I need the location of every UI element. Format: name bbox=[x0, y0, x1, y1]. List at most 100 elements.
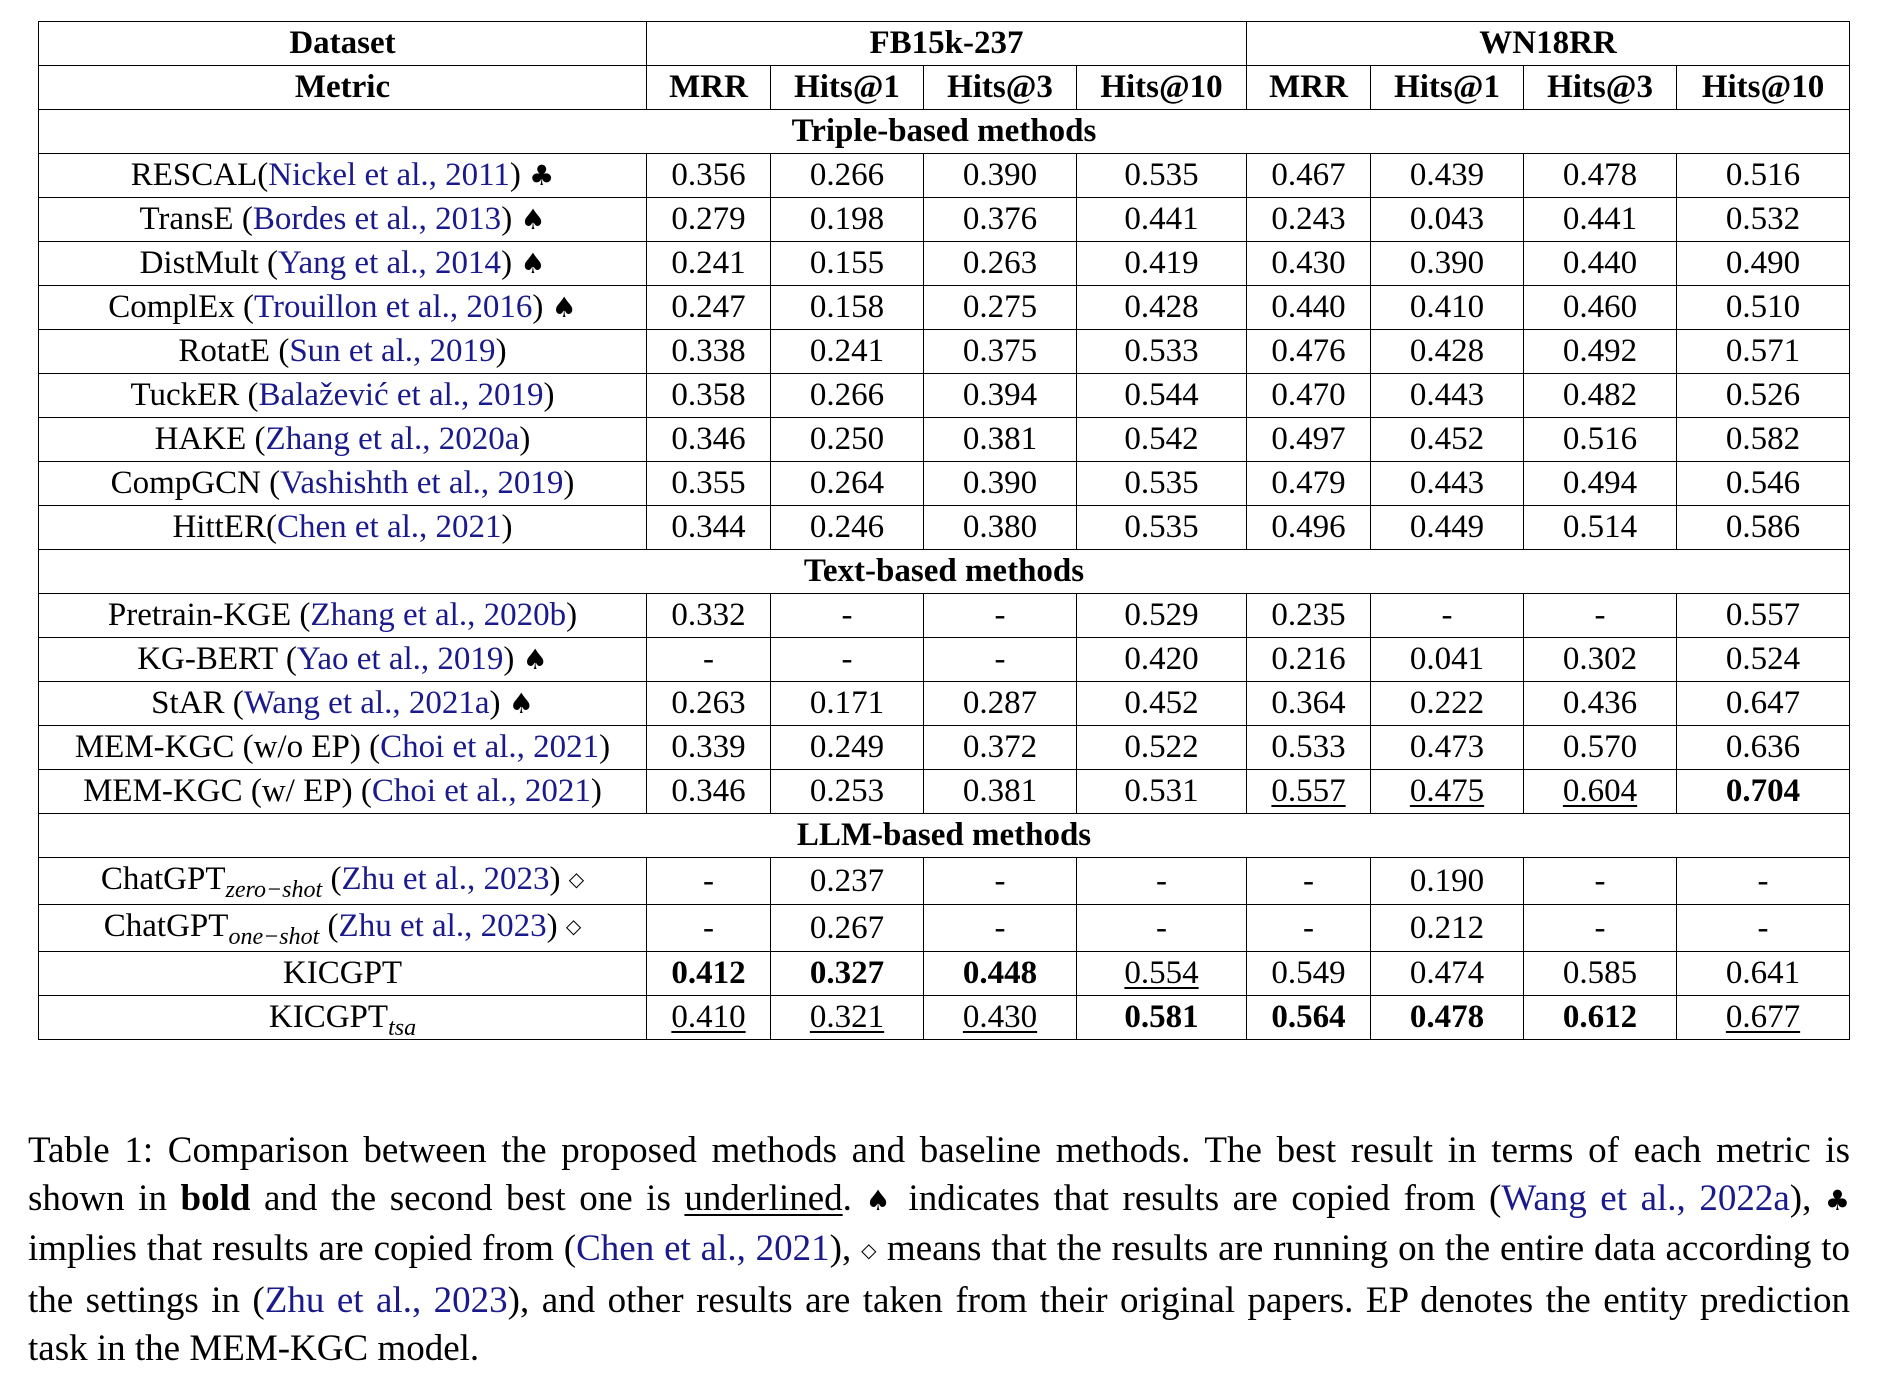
metric-value-cell: 0.430 bbox=[923, 995, 1077, 1040]
metric-value: 0.171 bbox=[809, 685, 885, 721]
metric-value-cell: - bbox=[923, 637, 1077, 682]
method-name-cell: ChatGPTzero−shot (Zhu et al., 2023) ◇ bbox=[38, 857, 647, 905]
method-name-cell: ChatGPTone−shot (Zhu et al., 2023) ◇ bbox=[38, 904, 647, 952]
metric-header-row: Metric MRR Hits@1 Hits@3 Hits@10 MRR Hit… bbox=[38, 65, 1851, 110]
metric-value: 0.267 bbox=[809, 909, 885, 946]
metric-header: Hits@3 bbox=[1523, 65, 1678, 110]
method-name: StAR ( bbox=[151, 685, 244, 721]
citation-link[interactable]: Choi et al., 2021 bbox=[380, 729, 600, 765]
metric-label: Metric bbox=[38, 65, 647, 110]
citation-link[interactable]: Chen et al., 2021 bbox=[276, 509, 502, 545]
citation-link[interactable]: Zhu et al., 2023 bbox=[341, 861, 550, 897]
method-name-cell: CompGCN (Vashishth et al., 2019) bbox=[38, 461, 647, 506]
metric-value: 0.473 bbox=[1409, 729, 1485, 765]
citation-link[interactable]: Yang et al., 2014 bbox=[278, 245, 502, 281]
metric-value-cell: 0.516 bbox=[1676, 153, 1851, 198]
metric-value: 0.441 bbox=[1562, 201, 1638, 237]
citation-link[interactable]: Choi et al., 2021 bbox=[371, 773, 591, 809]
metric-value: - bbox=[1156, 862, 1167, 899]
metric-value-cell: 0.190 bbox=[1370, 857, 1525, 905]
metric-value-cell: 0.535 bbox=[1075, 153, 1248, 198]
section-header-row: LLM-based methods bbox=[37, 813, 1851, 858]
metric-value-cell: 0.475 bbox=[1370, 769, 1525, 814]
metric-value-cell: 0.390 bbox=[923, 461, 1077, 506]
metric-value-cell: - bbox=[1246, 904, 1372, 952]
metric-value-cell: 0.246 bbox=[770, 505, 924, 550]
metric-value: 0.546 bbox=[1725, 465, 1801, 501]
metric-value: 0.479 bbox=[1271, 465, 1346, 501]
method-name-cell: StAR (Wang et al., 2021a) ♠ bbox=[38, 681, 647, 726]
metric-value-cell: 0.412 bbox=[646, 951, 771, 996]
citation-link[interactable]: Zhu et al., 2023 bbox=[264, 1280, 508, 1321]
metric-value: 0.420 bbox=[1124, 641, 1199, 677]
method-name: TuckER ( bbox=[130, 377, 259, 413]
metric-value: 0.526 bbox=[1725, 377, 1801, 413]
metric-value-cell: 0.546 bbox=[1676, 461, 1851, 506]
spade-icon: ♠ bbox=[520, 203, 546, 236]
metric-value-cell: 0.582 bbox=[1676, 417, 1851, 462]
metric-value-cell: 0.585 bbox=[1523, 951, 1678, 996]
citation-link[interactable]: Yao et al., 2019 bbox=[296, 641, 504, 677]
metric-value-cell: 0.478 bbox=[1523, 153, 1678, 198]
metric-value: 0.266 bbox=[809, 377, 885, 413]
method-name: RESCAL( bbox=[130, 157, 269, 193]
citation-link[interactable]: Sun et al., 2019 bbox=[289, 333, 496, 369]
method-name: KG-BERT ( bbox=[137, 641, 297, 677]
metric-value: 0.428 bbox=[1124, 289, 1199, 325]
citation-link[interactable]: Wang et al., 2022a bbox=[1501, 1178, 1790, 1219]
metric-value: 0.516 bbox=[1562, 421, 1638, 457]
method-paren: ) bbox=[501, 509, 513, 545]
metric-value-cell: 0.529 bbox=[1075, 593, 1248, 638]
method-row: StAR (Wang et al., 2021a) ♠ 0.263 0.171 0.2… bbox=[38, 681, 1851, 726]
metric-value-cell: 0.237 bbox=[770, 857, 924, 905]
metric-value: 0.677 bbox=[1725, 999, 1801, 1035]
caption-text: ), bbox=[1789, 1178, 1825, 1219]
method-subscript: zero−shot bbox=[225, 877, 323, 903]
section-title: Text-based methods bbox=[37, 549, 1851, 594]
metric-value-cell: 0.510 bbox=[1676, 285, 1851, 330]
metric-value: - bbox=[1594, 909, 1606, 946]
metric-value: - bbox=[1757, 909, 1769, 946]
metric-value-cell: 0.241 bbox=[770, 329, 924, 374]
citation-link[interactable]: Zhang et al., 2020a bbox=[265, 421, 520, 457]
method-row: Pretrain-KGE (Zhang et al., 2020b) 0.332 -… bbox=[38, 593, 1851, 638]
citation-link[interactable]: Wang et al., 2021a bbox=[243, 685, 490, 721]
metric-value-cell: 0.410 bbox=[1370, 285, 1525, 330]
metric-value: 0.263 bbox=[671, 685, 746, 721]
metric-value: 0.612 bbox=[1562, 999, 1638, 1035]
citation-link[interactable]: Nickel et al., 2011 bbox=[268, 157, 510, 193]
metric-value-cell: 0.535 bbox=[1075, 505, 1248, 550]
method-row: ComplEx (Trouillon et al., 2016) ♠ 0.247 0… bbox=[38, 285, 1851, 330]
metric-value-cell: - bbox=[1246, 857, 1372, 905]
metric-value: 0.212 bbox=[1409, 909, 1485, 946]
diamond-icon: ◇ bbox=[861, 1238, 878, 1262]
citation-link[interactable]: Bordes et al., 2013 bbox=[252, 201, 502, 237]
spade-icon: ♠ bbox=[865, 1184, 895, 1217]
method-name: RotatE ( bbox=[178, 333, 290, 369]
metric-value-cell: 0.355 bbox=[646, 461, 771, 506]
metric-value-cell: - bbox=[646, 857, 771, 905]
metric-value-cell: 0.375 bbox=[923, 329, 1077, 374]
metric-value-cell: 0.428 bbox=[1370, 329, 1525, 374]
metric-value-cell: 0.358 bbox=[646, 373, 771, 418]
metric-value: 0.375 bbox=[962, 333, 1038, 369]
citation-link[interactable]: Zhu et al., 2023 bbox=[338, 908, 547, 944]
metric-value-cell: 0.448 bbox=[923, 951, 1077, 996]
metric-value-cell: 0.441 bbox=[1523, 197, 1678, 242]
caption-text: ), bbox=[829, 1228, 862, 1269]
citation-link[interactable]: Trouillon et al., 2016 bbox=[254, 289, 533, 325]
method-name-cell: HAKE (Zhang et al., 2020a) bbox=[38, 417, 647, 462]
metric-value: 0.390 bbox=[962, 157, 1038, 193]
metric-value: 0.216 bbox=[1271, 641, 1346, 677]
citation-link[interactable]: Balažević et al., 2019 bbox=[258, 377, 544, 413]
metric-value: 0.641 bbox=[1725, 955, 1801, 991]
method-paren: ) bbox=[549, 861, 561, 897]
citation-link[interactable]: Chen et al., 2021 bbox=[576, 1228, 830, 1269]
metric-header: Hits@10 bbox=[1075, 65, 1248, 110]
method-row: DistMult (Yang et al., 2014) ♠ 0.241 0.155… bbox=[38, 241, 1851, 286]
metric-value: 0.564 bbox=[1271, 999, 1346, 1035]
metric-value-cell: 0.346 bbox=[646, 769, 771, 814]
metric-value-cell: 0.327 bbox=[770, 951, 924, 996]
citation-link[interactable]: Vashishth et al., 2019 bbox=[280, 465, 564, 501]
citation-link[interactable]: Zhang et al., 2020b bbox=[310, 597, 567, 633]
